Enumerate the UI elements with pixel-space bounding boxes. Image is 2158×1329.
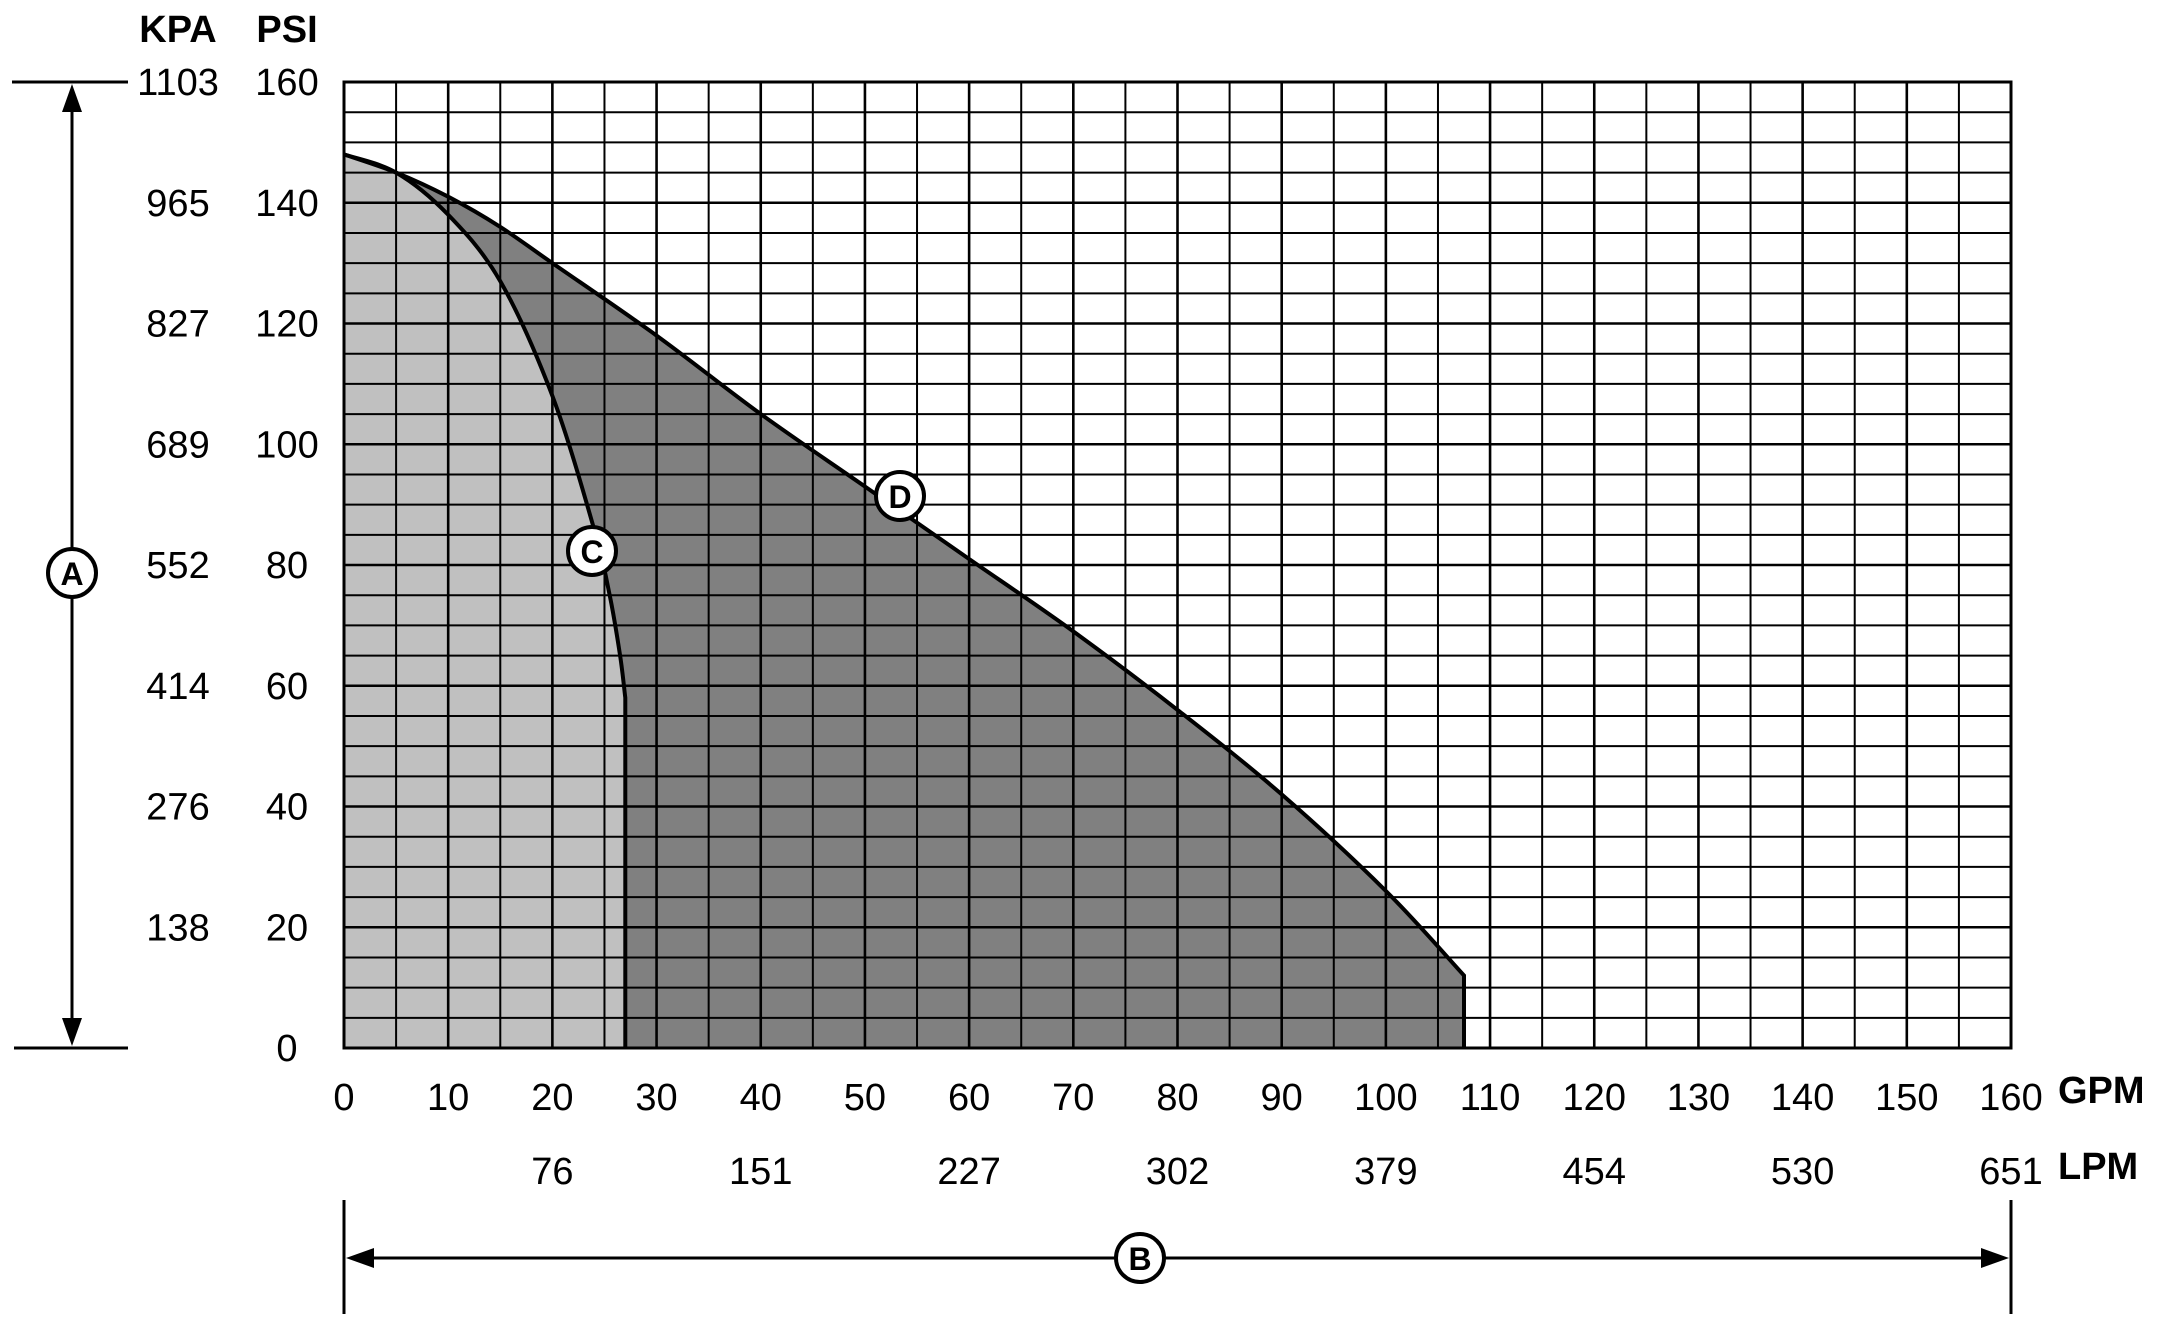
curve-c: [343, 152, 628, 1048]
gpm-tick-label: 60: [948, 1077, 990, 1119]
gpm-tick-label: 160: [1979, 1077, 2042, 1119]
kpa-tick-label: 689: [146, 424, 209, 466]
kpa-axis-unit: KPA: [139, 9, 216, 51]
gpm-tick-label: 150: [1875, 1077, 1938, 1119]
gpm-tick-label: 110: [1460, 1077, 1521, 1119]
gpm-tick-label: 40: [740, 1077, 782, 1119]
kpa-tick-label: 414: [146, 666, 209, 708]
area-c: [344, 154, 626, 1048]
marker-d-label: D: [888, 479, 911, 515]
gpm-tick-label: 10: [427, 1077, 469, 1119]
lpm-tick-label: 227: [937, 1151, 1000, 1193]
lpm-tick-label: 379: [1354, 1151, 1417, 1193]
psi-tick-label: 120: [255, 304, 318, 346]
psi-tick-label: 20: [266, 907, 308, 949]
gpm-tick-label: 140: [1771, 1077, 1834, 1119]
marker-c-circle: [566, 525, 618, 577]
dimension-a-pressure-range: A: [12, 80, 128, 1050]
marker-a-circle: [46, 547, 98, 599]
psi-axis-unit: PSI: [256, 9, 317, 51]
gpm-tick-label: 20: [531, 1077, 573, 1119]
psi-tick-label: 100: [255, 424, 318, 466]
lpm-tick-label: 651: [1979, 1151, 2042, 1193]
marker-d-circle: [874, 470, 926, 522]
psi-tick-label: 0: [276, 1028, 297, 1070]
psi-tick-label: 140: [255, 183, 318, 225]
gpm-tick-label: 0: [333, 1077, 354, 1119]
tick-labels: 0 10 20 30 40 50 60 70 80 90 100 110 120 130 140 150 160…: [137, 62, 2043, 1193]
gpm-tick-label: 70: [1052, 1077, 1094, 1119]
lpm-tick-label: 302: [1146, 1151, 1209, 1193]
curve-d: [343, 152, 1466, 1048]
psi-tick-label: 60: [266, 666, 308, 708]
kpa-tick-label: 1103: [137, 62, 219, 104]
marker-c-label: C: [580, 534, 603, 570]
gpm-tick-label: 120: [1563, 1077, 1626, 1119]
psi-tick-label: 40: [266, 787, 308, 829]
marker-d: D: [874, 470, 926, 522]
gpm-tick-label: 30: [635, 1077, 677, 1119]
lpm-tick-label: 530: [1771, 1151, 1834, 1193]
dimension-b-flow-range: B: [342, 1200, 2013, 1314]
marker-b-circle: [1114, 1232, 1166, 1284]
gpm-axis-unit: GPM: [2058, 1070, 2145, 1112]
lpm-tick-label: 76: [531, 1151, 573, 1193]
series-areas: [344, 154, 1464, 1048]
gpm-tick-label: 80: [1156, 1077, 1198, 1119]
kpa-tick-label: 552: [146, 545, 209, 587]
lpm-axis-unit: LPM: [2058, 1146, 2138, 1188]
gpm-tick-label: 50: [844, 1077, 886, 1119]
psi-tick-label: 80: [266, 545, 308, 587]
kpa-tick-label: 965: [146, 183, 209, 225]
dimension-b-arrow-right-icon: [1981, 1248, 2009, 1268]
grid: [342, 80, 2013, 1050]
dimension-b-arrow-left-icon: [346, 1248, 374, 1268]
marker-a-label: A: [60, 556, 83, 592]
kpa-tick-label: 276: [146, 787, 209, 829]
kpa-tick-label: 138: [146, 907, 209, 949]
psi-tick-label: 160: [255, 62, 318, 104]
marker-b-label: B: [1128, 1241, 1151, 1277]
dimension-a-arrow-down-icon: [62, 1018, 82, 1046]
series-curves: [343, 152, 1466, 1048]
marker-c: C: [566, 525, 618, 577]
plot-frame: [342, 80, 2013, 1050]
kpa-tick-label: 827: [146, 304, 209, 346]
dimension-a-arrow-up-icon: [62, 84, 82, 112]
gpm-tick-label: 90: [1261, 1077, 1303, 1119]
lpm-tick-label: 454: [1563, 1151, 1626, 1193]
lpm-tick-label: 151: [729, 1151, 792, 1193]
gpm-tick-label: 100: [1354, 1077, 1417, 1119]
gpm-tick-label: 130: [1667, 1077, 1730, 1119]
